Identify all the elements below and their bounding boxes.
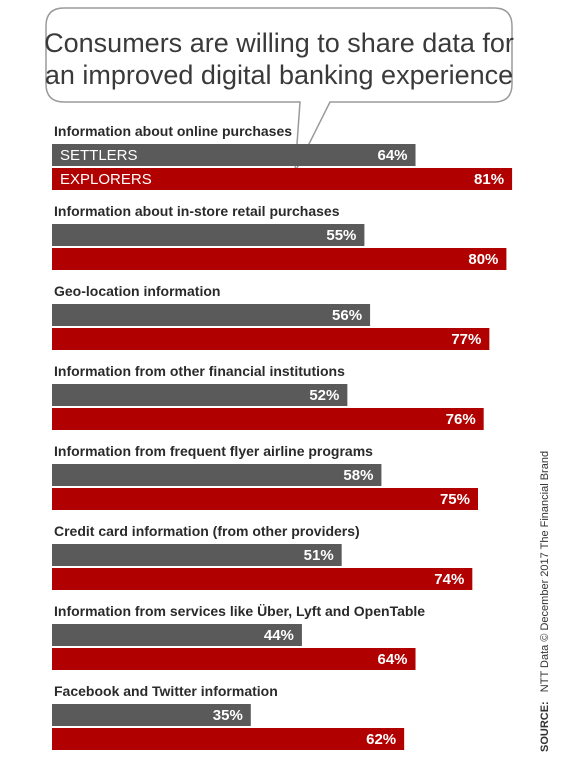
settlers-bar bbox=[52, 224, 365, 246]
explorers-bar bbox=[52, 568, 473, 590]
data-label: 75% bbox=[440, 491, 470, 508]
bars-layer: Information about online purchases 64% SET… bbox=[52, 123, 513, 750]
source-text: NTT Data © December 2017 The Financial B… bbox=[539, 451, 551, 692]
explorers-bar bbox=[52, 168, 513, 190]
settlers-bar bbox=[52, 544, 342, 566]
category-group: Facebook and Twitter information 35% 62% bbox=[52, 683, 405, 750]
category-group: Credit card information (from other prov… bbox=[52, 523, 473, 590]
explorers-bar bbox=[52, 488, 478, 510]
category-group: Geo-location information 56% 77% bbox=[52, 283, 490, 350]
category-group: Information from other financial institu… bbox=[52, 363, 484, 430]
category-label: Credit card information (from other prov… bbox=[54, 523, 360, 539]
settlers-bar bbox=[52, 704, 251, 726]
chart-title-line-1: Consumers are willing to share data for bbox=[44, 28, 514, 58]
category-group: Information from services like Über, Lyf… bbox=[52, 603, 425, 670]
data-label: 52% bbox=[309, 387, 339, 404]
source-note: SOURCE: NTT Data © December 2017 The Fin… bbox=[539, 451, 551, 752]
title-bubble-shape bbox=[45, 7, 513, 173]
data-label: 80% bbox=[468, 251, 498, 268]
settlers-bar bbox=[52, 384, 348, 406]
category-group: Information from frequent flyer airline … bbox=[52, 443, 478, 510]
title-bubble: Consumers are willing to share data for … bbox=[44, 7, 514, 173]
settlers-bar bbox=[52, 624, 302, 646]
category-label: Facebook and Twitter information bbox=[54, 683, 278, 699]
data-label: 76% bbox=[446, 411, 476, 428]
settlers-bar bbox=[52, 304, 371, 326]
data-label: 44% bbox=[264, 627, 294, 644]
settlers-bar bbox=[52, 144, 416, 166]
data-label: 74% bbox=[434, 571, 464, 588]
data-label: 81% bbox=[474, 171, 504, 188]
settlers-bar bbox=[52, 464, 382, 486]
data-label: 51% bbox=[304, 547, 334, 564]
explorers-bar bbox=[52, 408, 484, 430]
data-label: 77% bbox=[451, 331, 481, 348]
data-label: 55% bbox=[326, 227, 356, 244]
category-label: Geo-location information bbox=[54, 283, 220, 299]
data-label: 35% bbox=[213, 707, 243, 724]
data-label: 64% bbox=[377, 651, 407, 668]
explorers-bar bbox=[52, 648, 416, 670]
explorers-bar bbox=[52, 248, 507, 270]
legend-explorers: EXPLORERS bbox=[60, 171, 152, 188]
data-label: 62% bbox=[366, 731, 396, 748]
category-label: Information from frequent flyer airline … bbox=[54, 443, 373, 459]
data-label: 64% bbox=[377, 147, 407, 164]
data-label: 56% bbox=[332, 307, 362, 324]
category-label: Information from services like Über, Lyf… bbox=[54, 603, 425, 619]
category-group: Information about in-store retail purcha… bbox=[52, 203, 507, 270]
category-label: Information about online purchases bbox=[54, 123, 292, 139]
source-label: SOURCE: bbox=[539, 701, 551, 752]
data-label: 58% bbox=[343, 467, 373, 484]
category-label: Information from other financial institu… bbox=[54, 363, 345, 379]
explorers-bar bbox=[52, 728, 405, 750]
legend-settlers: SETTLERS bbox=[60, 147, 138, 164]
category-label: Information about in-store retail purcha… bbox=[54, 203, 340, 219]
chart-title-line-2: an improved digital banking experience bbox=[45, 60, 513, 90]
category-group: Information about online purchases 64% SET… bbox=[52, 123, 513, 190]
explorers-bar bbox=[52, 328, 490, 350]
